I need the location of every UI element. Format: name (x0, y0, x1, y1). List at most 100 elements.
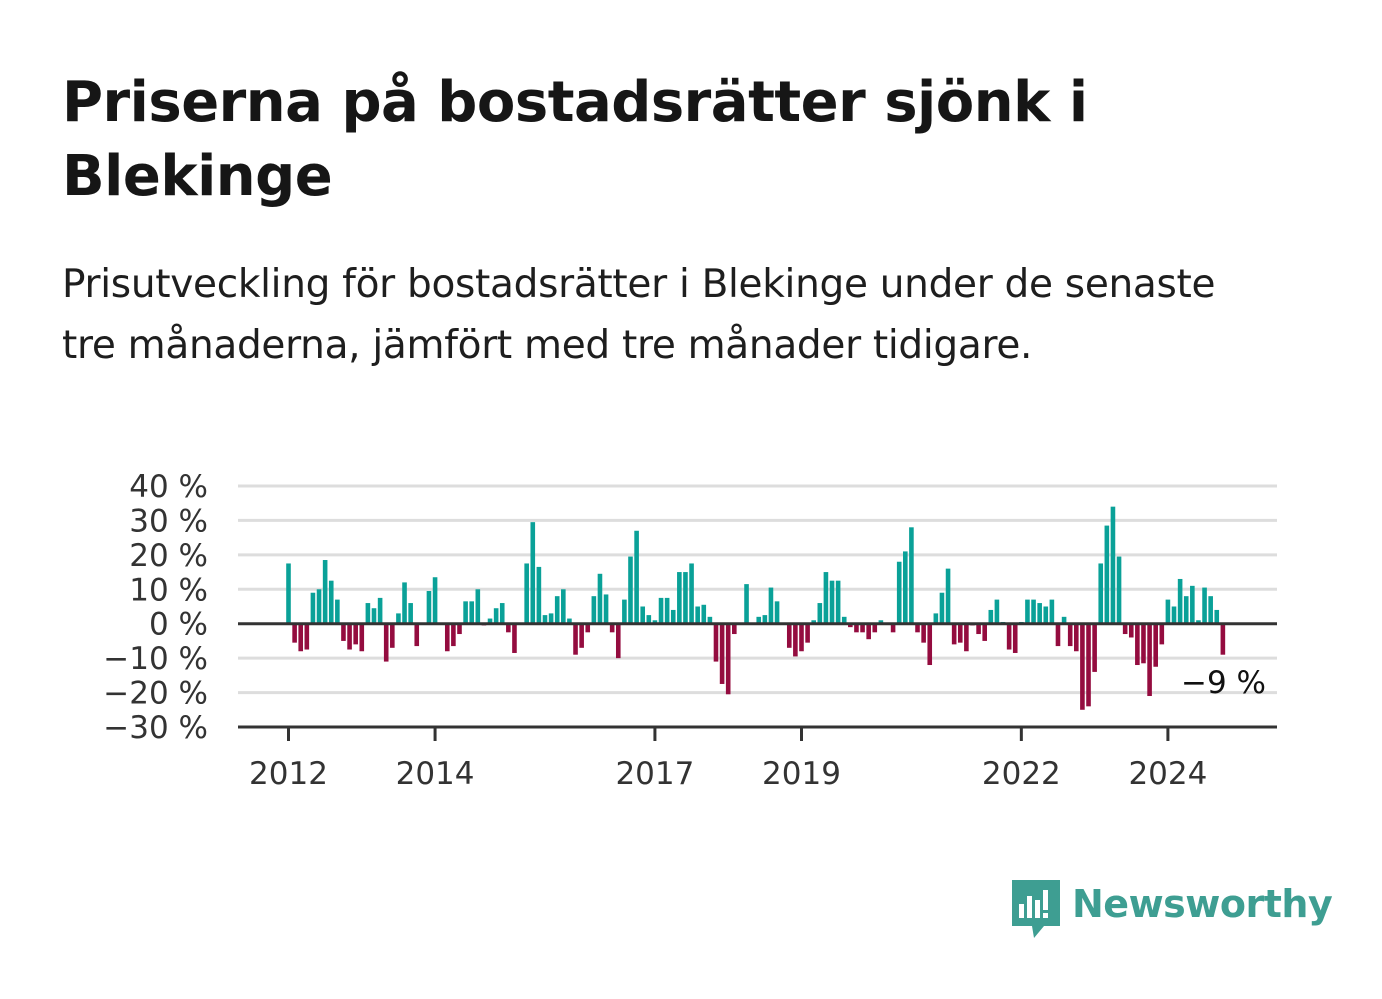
bar (664, 597, 670, 624)
x-tick-label: 2012 (249, 756, 328, 792)
y-tick-label: −10 % (103, 641, 208, 677)
x-tick-label: 2022 (982, 756, 1061, 792)
bar (475, 589, 481, 624)
bar (579, 623, 584, 648)
newsworthy-brand: Newsworthy (1010, 878, 1333, 940)
bar (1037, 603, 1042, 624)
bar (396, 613, 401, 624)
bar (982, 623, 987, 641)
bar (1183, 596, 1189, 624)
y-tick-label: −20 % (103, 676, 208, 712)
bar (451, 623, 456, 647)
bar (615, 623, 621, 659)
bar (1110, 506, 1116, 624)
bar (304, 623, 310, 650)
bar (432, 577, 438, 624)
bar (414, 623, 420, 647)
bar (933, 613, 939, 624)
bar (841, 616, 847, 624)
bar (640, 606, 646, 624)
bar (506, 623, 511, 633)
bar (1153, 623, 1158, 667)
bar (951, 623, 957, 645)
bar (341, 623, 346, 641)
bar (1128, 623, 1134, 638)
y-tick-label: 10 % (129, 572, 208, 608)
y-tick-label: 30 % (129, 503, 208, 539)
bar (915, 623, 920, 633)
bar (725, 623, 731, 695)
bar (1202, 587, 1207, 624)
bar (1220, 623, 1226, 655)
bar (1006, 623, 1012, 650)
bar (377, 597, 383, 624)
bar (793, 623, 798, 657)
bar (487, 618, 493, 624)
bar (554, 596, 560, 624)
bar (756, 616, 762, 624)
bar (652, 620, 658, 624)
bar (670, 609, 676, 624)
y-axis-tick-labels: 40 %30 %20 %10 %0 %−10 %−20 %−30 % (103, 469, 208, 746)
gridlines (238, 484, 1277, 695)
bar (463, 601, 468, 624)
brand-name: Newsworthy (1072, 882, 1333, 926)
bar (927, 623, 933, 666)
chart-title: Priserna på bostadsrätter sjönk i Blekin… (62, 70, 1088, 209)
bar (903, 551, 908, 624)
x-tick-label: 2017 (615, 756, 694, 792)
last-value-label: −9 % (1181, 665, 1266, 701)
bar (524, 563, 529, 624)
bar (310, 592, 316, 624)
bar (603, 594, 609, 624)
bar (658, 597, 664, 624)
bar (896, 561, 902, 624)
bar (634, 530, 639, 624)
bar (1104, 525, 1110, 624)
bar (1196, 620, 1201, 624)
bar (335, 599, 340, 624)
bar (677, 572, 682, 624)
bar (683, 572, 688, 624)
bar (872, 623, 878, 633)
bar (1159, 623, 1165, 645)
bar (988, 609, 994, 624)
bar (548, 613, 554, 624)
bar (689, 563, 694, 624)
bar (909, 527, 914, 624)
bar (493, 608, 499, 624)
bar (707, 616, 713, 624)
bar (762, 615, 768, 624)
bar (1177, 578, 1183, 624)
y-tick-label: 40 % (129, 469, 208, 505)
bar (994, 599, 1000, 624)
bar (1141, 623, 1146, 664)
bar (561, 589, 566, 624)
bar (945, 568, 951, 624)
bar (1067, 623, 1073, 647)
bar (921, 623, 926, 643)
bar (573, 623, 578, 655)
bar (322, 560, 328, 624)
bars (286, 506, 1226, 710)
x-tick-label: 2024 (1128, 756, 1207, 792)
bar (591, 596, 597, 624)
bar (835, 580, 841, 624)
bar (383, 623, 389, 662)
bar (286, 563, 291, 624)
bar (1147, 623, 1152, 697)
bar (811, 620, 816, 624)
bar (457, 623, 462, 635)
bar (939, 592, 945, 624)
bar (805, 623, 810, 643)
bar-chart: 40 %30 %20 %10 %0 %−10 %−20 %−30 % 2012 2… (103, 469, 1277, 792)
bar (390, 623, 395, 648)
bar (585, 623, 591, 633)
bar (1012, 623, 1018, 653)
bar (371, 608, 377, 624)
x-tick-label: 2019 (762, 756, 841, 792)
bar (1031, 599, 1036, 624)
bar (298, 623, 304, 652)
bar (957, 623, 963, 643)
bar (536, 566, 542, 624)
